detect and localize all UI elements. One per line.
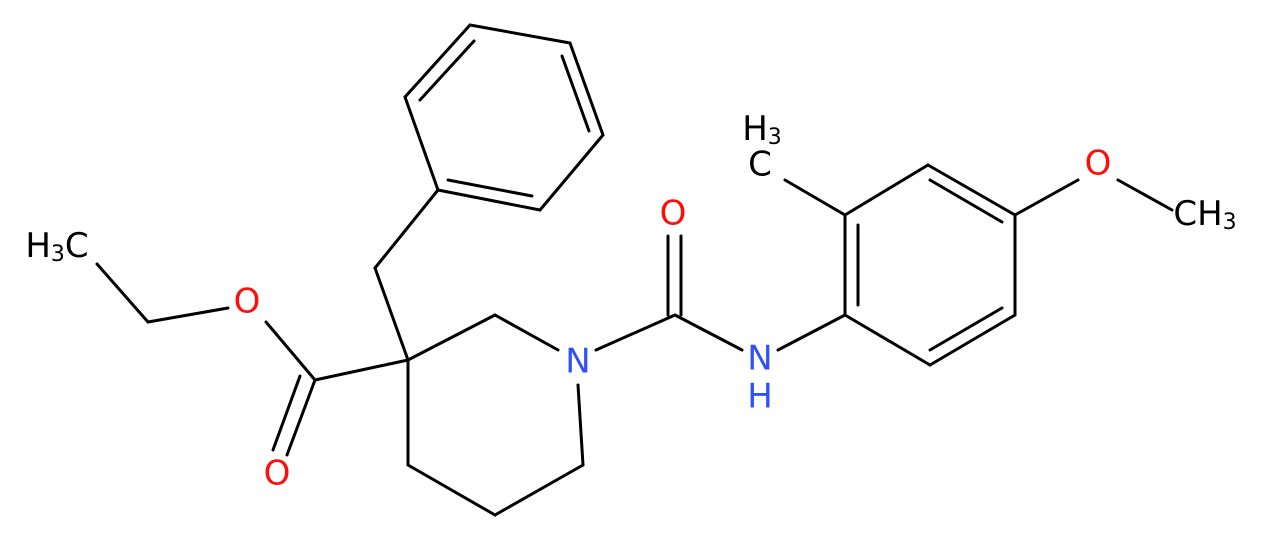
hydrogen-label: H <box>747 377 773 417</box>
nitrogen-label: N <box>747 339 772 379</box>
atom-labels: H3C O O N O N H H3 C O CH3 <box>25 109 1236 494</box>
methyl-label: CH3 <box>1173 194 1236 236</box>
label-part: C <box>65 226 89 266</box>
label-part: 3 <box>51 242 65 267</box>
oxygen-label: O <box>234 282 261 322</box>
methyl-label: C <box>748 145 772 185</box>
methyl-label: H3C <box>25 226 88 268</box>
label-part: H <box>25 226 51 266</box>
oxygen-label: O <box>1085 144 1112 184</box>
label-part: 3 <box>1223 210 1237 235</box>
oxygen-label: O <box>660 194 687 234</box>
bonds <box>95 23 1174 517</box>
nitrogen-label: N <box>565 342 590 382</box>
label-part: 3 <box>768 125 782 150</box>
label-part: H <box>742 109 768 149</box>
oxygen-label: O <box>264 454 291 494</box>
methyl-label: H3 <box>742 109 782 151</box>
label-part: CH <box>1173 194 1222 234</box>
